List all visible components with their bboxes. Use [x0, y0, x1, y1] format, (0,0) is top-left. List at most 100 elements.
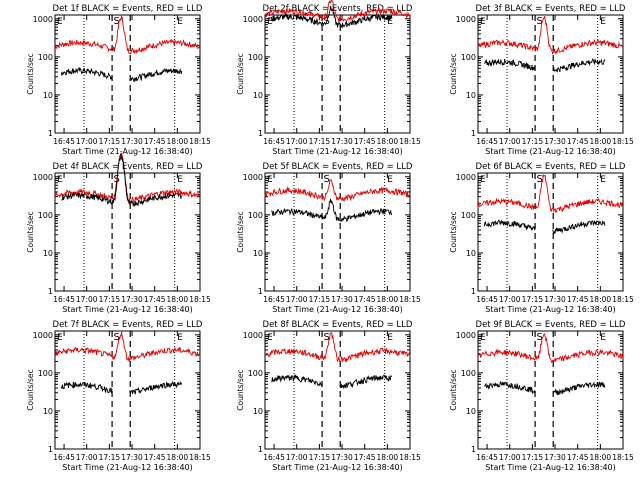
x-tick-label: 18:15 [189, 295, 211, 304]
series-line-events [270, 5, 393, 29]
x-axis-label: Start Time (21-Aug-12 16:38:40) [272, 147, 403, 156]
x-tick-label: 16:45 [53, 295, 75, 304]
chart-panel-1: Det 1f BLACK = Events, RED = LLD 1 10 100 10… [26, 4, 211, 156]
x-tick-label: 17:45 [567, 137, 589, 146]
x-tick-label: 18:00 [377, 137, 399, 146]
series-line-events [60, 380, 183, 395]
series-line-lld [54, 15, 201, 55]
x-tick-label: 17:30 [331, 137, 353, 146]
y-tick-label: 1000 [456, 173, 476, 182]
y-tick-label: 1 [48, 129, 53, 138]
y-axis-label: Counts/sec [26, 53, 35, 94]
y-tick-label: 100 [38, 53, 53, 62]
y-axis-label: Counts/sec [236, 211, 245, 252]
x-tick-label: 18:15 [189, 453, 211, 462]
x-tick-label: 17:45 [144, 137, 166, 146]
marker-label-e: E [57, 175, 63, 185]
y-tick-label: 10 [253, 91, 263, 100]
y-tick-label: 10 [253, 249, 263, 258]
plot-frame [477, 330, 624, 450]
y-tick-label: 10 [43, 91, 53, 100]
series-line-lld [477, 16, 624, 55]
x-tick-label: 17:00 [76, 137, 98, 146]
plot-frame [264, 172, 411, 292]
x-tick-label: 17:45 [354, 295, 376, 304]
x-tick-label: 17:45 [567, 453, 589, 462]
plot-frame [54, 172, 201, 292]
x-tick-label: 18:15 [399, 453, 421, 462]
series-line-lld [54, 331, 201, 363]
y-tick-label: 1 [471, 129, 476, 138]
marker-label-s: S [113, 16, 119, 27]
marker-label-e: E [480, 175, 486, 185]
x-tick-label: 17:15 [522, 137, 544, 146]
x-tick-label: 17:00 [499, 137, 521, 146]
series-line-lld [477, 333, 624, 364]
series-line-lld [264, 331, 411, 363]
y-tick-label: 1 [258, 129, 263, 138]
x-tick-label: 17:45 [144, 453, 166, 462]
x-tick-label: 16:45 [263, 137, 285, 146]
x-tick-label: 17:45 [567, 295, 589, 304]
x-tick-label: 18:00 [167, 137, 189, 146]
y-axis-label: Counts/sec [449, 53, 458, 94]
y-tick-label: 1 [471, 287, 476, 296]
y-tick-label: 10 [466, 249, 476, 258]
x-tick-label: 16:45 [263, 295, 285, 304]
x-tick-label: 18:00 [590, 453, 612, 462]
x-tick-label: 17:15 [309, 295, 331, 304]
x-tick-label: 17:00 [76, 453, 98, 462]
marker-label-e: E [480, 17, 486, 27]
plot-frame [477, 14, 624, 134]
x-axis-label: Start Time (21-Aug-12 16:38:40) [485, 305, 616, 314]
x-tick-label: 18:00 [167, 453, 189, 462]
x-tick-label: 17:45 [354, 453, 376, 462]
x-tick-label: 18:15 [612, 295, 634, 304]
y-tick-label: 10 [43, 407, 53, 416]
series-line-events [60, 67, 183, 83]
x-tick-label: 16:45 [263, 453, 285, 462]
y-tick-label: 1 [471, 445, 476, 454]
x-tick-label: 17:30 [331, 453, 353, 462]
x-tick-label: 17:15 [309, 453, 331, 462]
chart-panel-7: Det 7f BLACK = Events, RED = LLD 1 10 100 10… [26, 320, 211, 472]
x-tick-label: 18:00 [590, 137, 612, 146]
x-axis-label: Start Time (21-Aug-12 16:38:40) [485, 463, 616, 472]
marker-label-e: E [267, 333, 273, 343]
y-tick-label: 1000 [456, 331, 476, 340]
x-tick-label: 17:30 [544, 137, 566, 146]
y-tick-label: 100 [38, 369, 53, 378]
x-axis-label: Start Time (21-Aug-12 16:38:40) [272, 305, 403, 314]
x-tick-label: 17:00 [286, 137, 308, 146]
marker-label-e: E [387, 175, 393, 185]
marker-label-e: E [480, 333, 486, 343]
x-tick-label: 17:45 [144, 295, 166, 304]
x-axis-label: Start Time (21-Aug-12 16:38:40) [62, 147, 193, 156]
x-tick-label: 18:15 [612, 137, 634, 146]
marker-label-s: S [536, 16, 542, 27]
marker-label-s: S [113, 332, 119, 343]
x-tick-label: 16:45 [476, 453, 498, 462]
plot-frame [54, 330, 201, 450]
y-tick-label: 1 [258, 287, 263, 296]
chart-title: Det 6f BLACK = Events, RED = LLD [476, 162, 626, 172]
series-line-events [271, 198, 393, 223]
x-tick-label: 17:30 [121, 137, 143, 146]
marker-label-e: E [387, 17, 393, 27]
chart-panel-3: Det 3f BLACK = Events, RED = LLD 1 10 100 10… [449, 4, 634, 156]
x-tick-label: 17:30 [331, 295, 353, 304]
x-tick-label: 17:45 [354, 137, 376, 146]
x-tick-label: 16:45 [476, 295, 498, 304]
y-tick-label: 1000 [243, 331, 263, 340]
x-tick-label: 18:15 [399, 137, 421, 146]
y-tick-label: 1000 [33, 331, 53, 340]
chart-panel-5: Det 5f BLACK = Events, RED = LLD 1 10 100 10… [236, 162, 421, 314]
chart-title: Det 4f BLACK = Events, RED = LLD [53, 162, 203, 172]
x-tick-label: 17:00 [76, 295, 98, 304]
y-tick-label: 10 [466, 407, 476, 416]
x-tick-label: 17:15 [309, 137, 331, 146]
x-tick-label: 17:15 [522, 453, 544, 462]
chart-panel-8: Det 8f BLACK = Events, RED = LLD 1 10 100 10… [236, 320, 421, 472]
series-line-lld [477, 174, 624, 213]
marker-label-e: E [600, 333, 606, 343]
